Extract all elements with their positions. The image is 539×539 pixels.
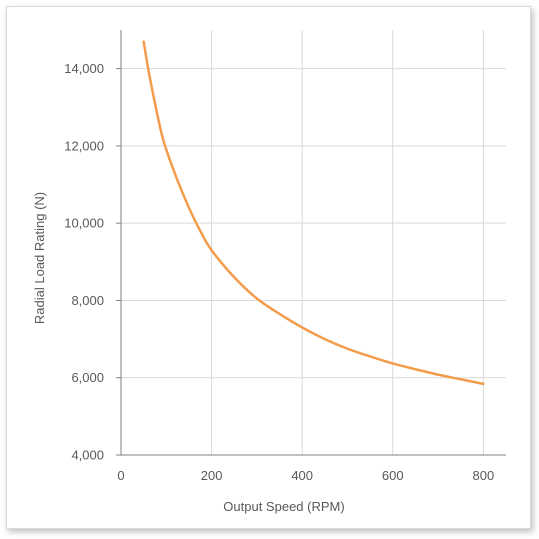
- y-tick-label: 8,000: [71, 293, 104, 308]
- x-axis-label: Output Speed (RPM): [223, 499, 344, 514]
- x-tick-label: 800: [473, 468, 495, 483]
- x-tick-label: 600: [382, 468, 404, 483]
- grid-lines: [121, 30, 506, 455]
- y-tick-label: 6,000: [71, 370, 104, 385]
- series-group: [142, 40, 485, 386]
- y-axis-label: Radial Load Rating (N): [32, 192, 47, 324]
- x-tick-label: 0: [117, 468, 124, 483]
- y-tick-label: 4,000: [71, 448, 104, 463]
- y-tick-label: 10,000: [64, 216, 104, 231]
- y-tick-label: 14,000: [64, 61, 104, 76]
- chart-card: [6, 6, 531, 529]
- x-tick-label: 200: [201, 468, 223, 483]
- tick-labels: 4,000 6,000 8,000 10,000 12,000 14,000 0 200 400…: [64, 61, 494, 483]
- y-tick-label: 12,000: [64, 138, 104, 153]
- x-tick-label: 400: [291, 468, 313, 483]
- axes: [116, 30, 506, 456]
- series-line: [142, 40, 485, 386]
